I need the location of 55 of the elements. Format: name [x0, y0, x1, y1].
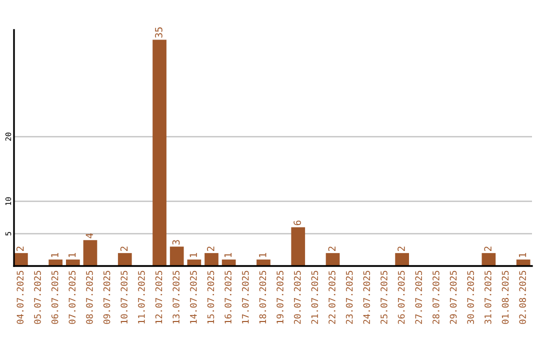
- data-label: 2: [206, 246, 214, 251]
- bar: [170, 246, 184, 266]
- x-tick-label: 15.07.2025: [207, 270, 214, 324]
- x-tick-label: 18.07.2025: [259, 270, 266, 324]
- data-label: 1: [518, 252, 526, 257]
- x-tick-label: 14.07.2025: [190, 270, 197, 324]
- data-label: 35: [155, 27, 162, 38]
- x-tick-label: 11.07.2025: [138, 270, 145, 324]
- x-tick-label: 10.07.2025: [120, 270, 128, 324]
- x-tick-label: 07.07.2025: [68, 270, 76, 324]
- x-tick-label: 31.07.2025: [484, 270, 492, 324]
- data-label: 2: [328, 246, 336, 251]
- data-label: 1: [190, 252, 197, 257]
- x-tick-label: 06.07.2025: [51, 270, 58, 324]
- data-label: 2: [16, 246, 24, 251]
- data-label: 2: [484, 246, 492, 251]
- x-tick-label: 04.07.2025: [16, 270, 24, 324]
- x-tick-label: 09.07.2025: [103, 270, 110, 324]
- x-tick-label: 23.07.2025: [346, 270, 353, 324]
- x-tick-label: 27.07.2025: [415, 270, 422, 324]
- bar: [118, 253, 132, 266]
- x-tick-label: 25.07.2025: [380, 270, 388, 324]
- x-tick-label: 02.08.2025: [519, 270, 526, 324]
- data-label: 1: [51, 252, 58, 257]
- x-tick-label: 21.07.2025: [311, 270, 318, 324]
- x-tick-label: 28.07.2025: [432, 270, 440, 324]
- x-tick-label: 24.07.2025: [363, 270, 370, 324]
- x-tick-label: 12.07.2025: [155, 270, 162, 324]
- x-tick-label: 19.07.2025: [276, 270, 284, 324]
- data-label: 1: [68, 252, 76, 257]
- x-tick-label: 13.07.2025: [172, 270, 180, 324]
- data-label: 1: [224, 252, 232, 257]
- x-tick-label: 29.07.2025: [450, 270, 457, 324]
- x-tick-label: 22.07.2025: [328, 270, 336, 324]
- bar: [83, 240, 98, 266]
- data-label: 1: [259, 252, 266, 257]
- bar: [395, 253, 409, 266]
- bar: [326, 253, 340, 266]
- bar: [152, 40, 166, 266]
- data-label: 2: [120, 246, 128, 251]
- x-tick-label: 26.07.2025: [398, 270, 405, 324]
- data-label: 6: [294, 220, 301, 226]
- x-tick-label: 01.08.2025: [502, 270, 509, 324]
- data-label: 3: [172, 240, 180, 245]
- x-tick-label: 30.07.2025: [467, 270, 474, 324]
- x-tick-label: 17.07.2025: [242, 270, 249, 324]
- bar: [482, 253, 496, 266]
- x-tick-label: 16.07.2025: [224, 270, 232, 324]
- bar: [291, 227, 306, 266]
- x-tick-label: 08.07.2025: [86, 270, 93, 324]
- bar: [204, 253, 218, 266]
- data-label: 4: [86, 233, 93, 238]
- x-tick-label: 05.07.2025: [34, 270, 41, 324]
- data-label: 2: [398, 246, 405, 251]
- x-tick-label: 20.07.2025: [294, 270, 301, 324]
